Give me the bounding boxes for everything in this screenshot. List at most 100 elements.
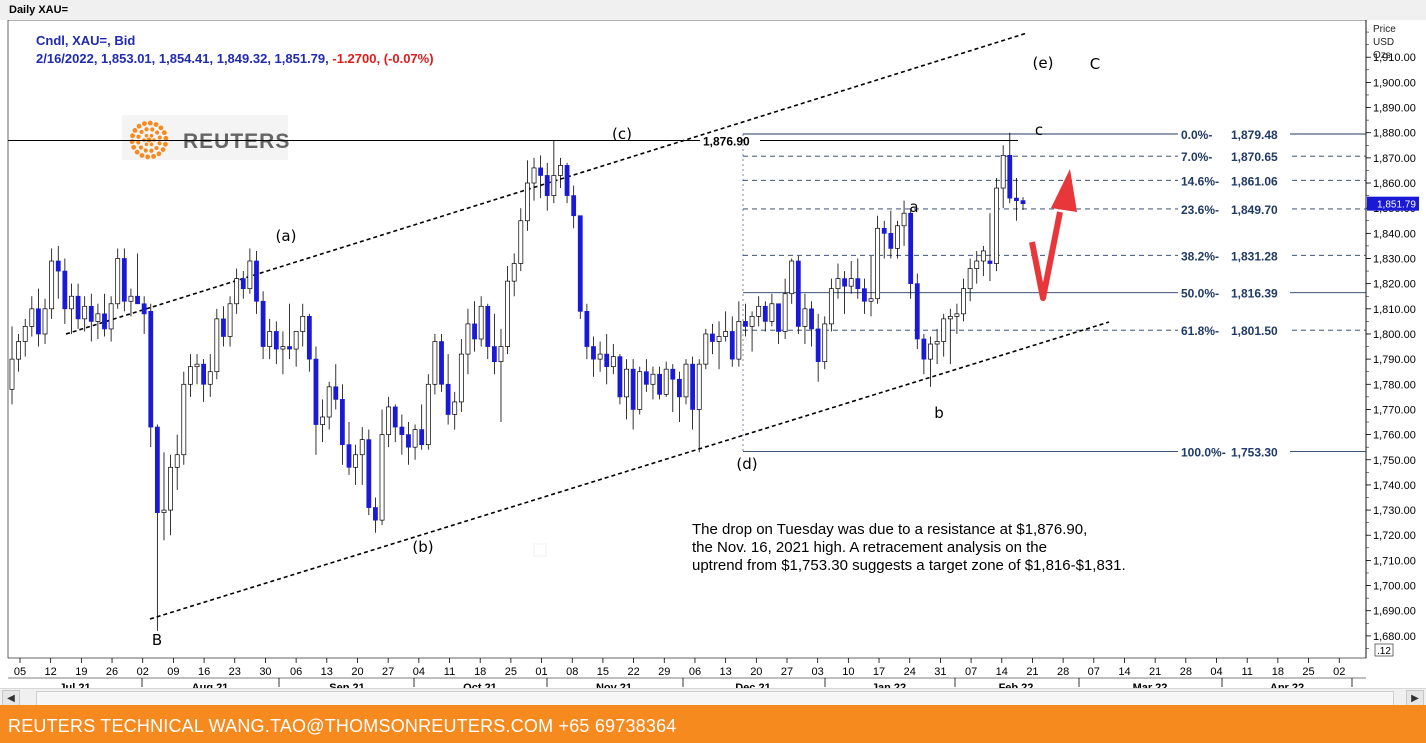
candle-body[interactable]	[95, 313, 101, 322]
candle-body[interactable]	[22, 326, 28, 342]
candle-body[interactable]	[379, 434, 385, 521]
candle-body[interactable]	[29, 308, 35, 327]
candle-body[interactable]	[597, 353, 603, 360]
candle-body[interactable]	[326, 386, 332, 418]
candle-body[interactable]	[564, 165, 570, 196]
candle-body[interactable]	[472, 323, 477, 340]
price-chart[interactable]: 05 12 19 26 02 09 16 23 30 06 13 20 27 04 11 18 25 01 08 15…	[0, 20, 1426, 688]
candle-body[interactable]	[273, 331, 279, 350]
candle-body[interactable]	[610, 356, 616, 368]
scroll-right-arrow-icon[interactable]: ▶	[1406, 690, 1424, 707]
candle-body[interactable]	[901, 212, 907, 227]
candle-body[interactable]	[491, 346, 497, 362]
candle-body[interactable]	[848, 278, 854, 287]
candle-body[interactable]	[75, 295, 81, 320]
candle-body[interactable]	[128, 295, 134, 302]
candle-body[interactable]	[584, 310, 590, 347]
candle-body[interactable]	[260, 300, 266, 347]
candle-body[interactable]	[69, 295, 74, 310]
candle-body[interactable]	[637, 371, 643, 410]
candle-body[interactable]	[386, 406, 392, 435]
candle-body[interactable]	[465, 323, 471, 355]
candle-body[interactable]	[154, 426, 160, 513]
candle-body[interactable]	[782, 293, 788, 332]
candle-body[interactable]	[458, 353, 464, 403]
candle-body[interactable]	[399, 426, 405, 435]
candle-body[interactable]	[525, 182, 530, 222]
candle-body[interactable]	[862, 288, 867, 302]
candle-body[interactable]	[135, 295, 140, 305]
candle-body[interactable]	[842, 278, 847, 287]
candle-body[interactable]	[115, 258, 121, 305]
candle-body[interactable]	[280, 346, 286, 350]
candle-body[interactable]	[789, 260, 795, 295]
candle-body[interactable]	[577, 215, 583, 312]
candle-body[interactable]	[571, 195, 577, 217]
candle-body[interactable]	[267, 331, 273, 347]
scale-box[interactable]	[1374, 643, 1394, 657]
candle-body[interactable]	[406, 434, 411, 448]
chart-area[interactable]: 05 12 19 26 02 09 16 23 30 06 13 20 27 04 11 18 25 01 08 15…	[0, 20, 1426, 688]
candle-body[interactable]	[980, 250, 986, 262]
candle-body[interactable]	[1013, 197, 1019, 201]
candle-body[interactable]	[624, 368, 629, 398]
candle-body[interactable]	[108, 303, 114, 330]
candle-body[interactable]	[729, 331, 735, 360]
candle-body[interactable]	[716, 336, 722, 342]
candle-body[interactable]	[511, 263, 517, 282]
candle-body[interactable]	[102, 313, 107, 330]
candle-body[interactable]	[293, 331, 299, 350]
candle-body[interactable]	[366, 439, 372, 508]
candle-body[interactable]	[881, 227, 887, 234]
candle-body[interactable]	[683, 363, 689, 398]
candle-body[interactable]	[392, 406, 398, 428]
candle-body[interactable]	[88, 305, 94, 322]
candle-body[interactable]	[82, 305, 88, 320]
candle-body[interactable]	[776, 303, 781, 332]
candle-body[interactable]	[703, 333, 709, 365]
candle-body[interactable]	[320, 416, 325, 425]
candle-body[interactable]	[518, 220, 524, 264]
candle-body[interactable]	[188, 366, 193, 385]
candle-body[interactable]	[505, 280, 510, 347]
candle-body[interactable]	[346, 444, 352, 468]
candle-body[interactable]	[908, 212, 914, 285]
candle-body[interactable]	[36, 308, 41, 335]
candle-body[interactable]	[531, 167, 537, 184]
candle-body[interactable]	[663, 368, 669, 395]
candle-body[interactable]	[815, 328, 821, 362]
candle-body[interactable]	[544, 175, 550, 196]
candle-body[interactable]	[591, 346, 596, 360]
candle-body[interactable]	[769, 303, 775, 322]
candle-body[interactable]	[743, 321, 748, 327]
candle-body[interactable]	[412, 429, 418, 448]
candle-body[interactable]	[16, 341, 22, 360]
candle-body[interactable]	[227, 303, 233, 337]
candle-body[interactable]	[551, 175, 557, 196]
candle-body[interactable]	[287, 346, 292, 350]
candle-body[interactable]	[452, 401, 458, 415]
candle-body[interactable]	[121, 258, 127, 302]
candle-body[interactable]	[828, 288, 834, 325]
candle-body[interactable]	[339, 399, 345, 446]
candle-body[interactable]	[762, 305, 768, 322]
candle-body[interactable]	[921, 338, 927, 360]
candle-body[interactable]	[855, 278, 861, 290]
candle-body[interactable]	[947, 316, 953, 320]
candle-body[interactable]	[690, 363, 696, 410]
candle-body[interactable]	[736, 321, 742, 360]
candle-body[interactable]	[478, 305, 484, 340]
candle-body[interactable]	[795, 260, 801, 327]
candle-body[interactable]	[802, 308, 808, 327]
candle-body[interactable]	[875, 227, 881, 300]
candle-body[interactable]	[895, 225, 900, 249]
candle-body[interactable]	[432, 341, 438, 385]
candle-body[interactable]	[300, 316, 306, 332]
candle-body[interactable]	[994, 187, 999, 264]
candle-body[interactable]	[9, 358, 15, 390]
candle-body[interactable]	[333, 386, 339, 400]
candle-body[interactable]	[835, 278, 841, 290]
candle-body[interactable]	[676, 378, 682, 398]
candle-body[interactable]	[425, 383, 431, 446]
candle-body[interactable]	[42, 308, 48, 335]
